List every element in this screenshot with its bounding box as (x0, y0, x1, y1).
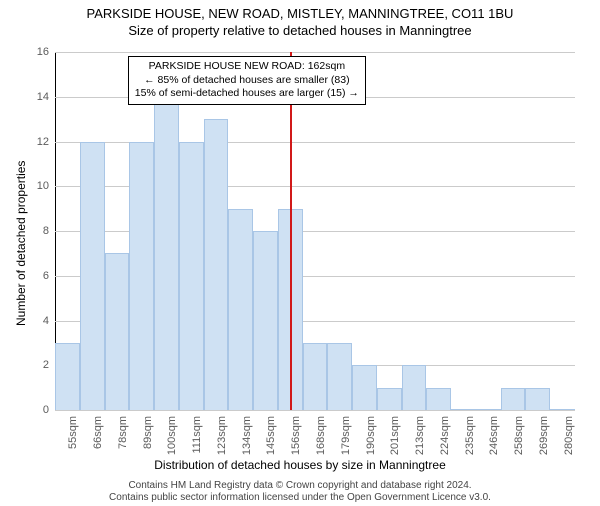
x-tick-label: 258sqm (513, 416, 525, 466)
gridline (55, 52, 575, 53)
y-tick-label: 0 (27, 404, 49, 416)
x-tick-label: 134sqm (241, 416, 253, 466)
x-tick-label: 179sqm (340, 416, 352, 466)
x-tick-label: 111sqm (191, 416, 203, 466)
histogram-bar (426, 388, 451, 410)
x-tick-label: 55sqm (67, 416, 79, 466)
x-tick-label: 224sqm (439, 416, 451, 466)
footer: Contains HM Land Registry data © Crown c… (0, 480, 600, 504)
x-tick-label: 201sqm (389, 416, 401, 466)
histogram-bar (402, 365, 427, 410)
histogram-bar (228, 209, 253, 410)
y-tick-label: 4 (27, 315, 49, 327)
plot-area: 0246810121416PARKSIDE HOUSE NEW ROAD: 16… (55, 52, 575, 410)
x-tick-label: 190sqm (365, 416, 377, 466)
histogram-bar (451, 409, 476, 410)
x-tick-label: 156sqm (290, 416, 302, 466)
x-tick-label: 235sqm (464, 416, 476, 466)
histogram-bar (352, 365, 377, 410)
chart-title-line2: Size of property relative to detached ho… (0, 23, 600, 38)
y-tick-label: 12 (27, 136, 49, 148)
y-tick-label: 2 (27, 359, 49, 371)
y-tick-label: 16 (27, 46, 49, 58)
histogram-bar (303, 343, 328, 410)
histogram-bar (327, 343, 352, 410)
histogram-bar (179, 142, 204, 411)
histogram-bar (253, 231, 278, 410)
y-tick-label: 14 (27, 91, 49, 103)
y-tick-label: 8 (27, 225, 49, 237)
x-tick-label: 168sqm (315, 416, 327, 466)
info-box: PARKSIDE HOUSE NEW ROAD: 162sqm← 85% of … (128, 56, 366, 105)
y-tick-label: 6 (27, 270, 49, 282)
chart-container: PARKSIDE HOUSE, NEW ROAD, MISTLEY, MANNI… (0, 6, 600, 506)
x-tick-label: 145sqm (265, 416, 277, 466)
footer-line1: Contains HM Land Registry data © Crown c… (0, 480, 600, 492)
info-line1: PARKSIDE HOUSE NEW ROAD: 162sqm (135, 60, 359, 74)
x-tick-label: 89sqm (142, 416, 154, 466)
histogram-bar (525, 388, 550, 410)
y-tick-label: 10 (27, 180, 49, 192)
footer-line2: Contains public sector information licen… (0, 492, 600, 504)
x-tick-label: 66sqm (92, 416, 104, 466)
x-tick-label: 246sqm (488, 416, 500, 466)
x-tick-label: 78sqm (117, 416, 129, 466)
x-tick-label: 213sqm (414, 416, 426, 466)
marker-line (290, 52, 292, 410)
y-axis-label: Number of detached properties (14, 161, 28, 326)
chart-title-line1: PARKSIDE HOUSE, NEW ROAD, MISTLEY, MANNI… (0, 6, 600, 21)
histogram-bar (204, 119, 229, 410)
histogram-bar (154, 97, 179, 410)
histogram-bar (80, 142, 105, 411)
histogram-bar (377, 388, 402, 410)
gridline (55, 410, 575, 411)
histogram-bar (501, 388, 526, 410)
histogram-bar (129, 142, 154, 411)
histogram-bar (55, 343, 80, 410)
histogram-bar (550, 409, 575, 410)
x-tick-label: 123sqm (216, 416, 228, 466)
x-tick-label: 280sqm (563, 416, 575, 466)
x-tick-label: 269sqm (538, 416, 550, 466)
info-line2: ← 85% of detached houses are smaller (83… (135, 74, 359, 88)
histogram-bar (476, 409, 501, 410)
info-line3: 15% of semi-detached houses are larger (… (135, 87, 359, 101)
histogram-bar (105, 253, 130, 410)
x-tick-label: 100sqm (166, 416, 178, 466)
